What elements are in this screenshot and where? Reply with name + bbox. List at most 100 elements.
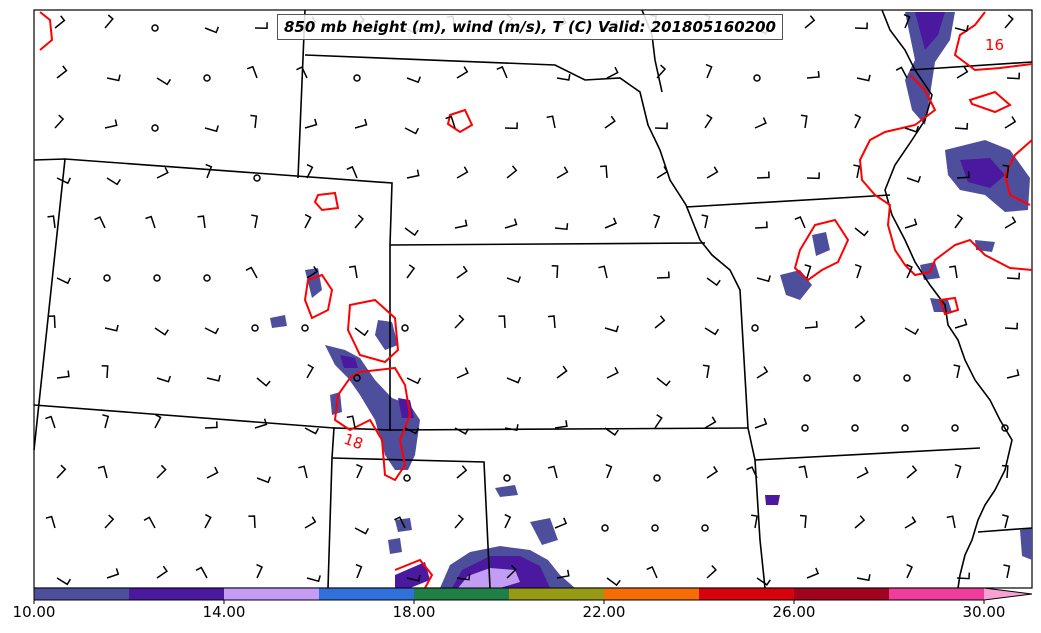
wind-barb xyxy=(296,66,308,79)
wind-barb xyxy=(56,464,67,479)
wind-barb xyxy=(854,227,869,237)
colorbar-outline xyxy=(33,587,1033,601)
wind-barb xyxy=(556,166,569,179)
calm-wind-marker xyxy=(801,424,809,432)
wind-barb xyxy=(754,221,768,229)
wind-barb xyxy=(356,463,363,479)
wind-barb xyxy=(656,377,671,387)
wind-barb xyxy=(206,374,221,382)
wind-barb xyxy=(304,118,318,129)
wind-barb xyxy=(406,76,422,84)
wind-barb xyxy=(456,465,468,479)
wind-barb xyxy=(598,265,608,279)
wind-barb xyxy=(954,122,969,130)
wind-barb xyxy=(445,115,456,129)
calm-wind-marker xyxy=(653,474,661,482)
wind-barb xyxy=(605,463,613,479)
wind-barb xyxy=(404,227,419,237)
colorbar-segment xyxy=(794,588,890,600)
wind-barb xyxy=(506,165,518,179)
calm-wind-marker xyxy=(353,74,361,82)
wind-barb xyxy=(56,370,70,379)
wind-barb xyxy=(702,364,710,379)
wind-barb xyxy=(756,275,771,283)
wind-barb xyxy=(145,215,156,229)
wind-barb xyxy=(54,114,65,129)
calm-wind-marker xyxy=(951,424,959,432)
wind-barb xyxy=(204,421,218,429)
calm-wind-marker xyxy=(601,524,609,532)
calm-wind-marker xyxy=(751,324,759,332)
wind-barb xyxy=(346,165,358,179)
wind-barb xyxy=(348,265,358,279)
wind-barb xyxy=(454,314,465,329)
wind-barb xyxy=(504,513,512,529)
wind-barb xyxy=(104,324,119,332)
wind-barb xyxy=(454,427,470,435)
wind-barb xyxy=(106,568,120,579)
calm-wind-marker xyxy=(203,274,211,282)
calm-wind-marker xyxy=(353,374,361,382)
wind-barb xyxy=(949,265,958,279)
wind-barb xyxy=(1002,164,1010,179)
wind-barb xyxy=(606,577,621,587)
wind-barb xyxy=(204,125,219,133)
colorbar-segment xyxy=(414,588,510,600)
wind-barb xyxy=(406,264,416,279)
calm-wind-marker xyxy=(151,124,159,132)
wind-barb xyxy=(854,263,862,279)
wind-barb xyxy=(706,277,721,287)
colorbar-tick-5: 26.00 xyxy=(772,603,816,621)
wind-barb xyxy=(154,327,169,336)
wind-barb xyxy=(954,25,969,32)
wind-barb xyxy=(854,113,862,129)
wind-barb xyxy=(904,218,918,229)
colorbar-segment xyxy=(34,588,130,600)
wind-barb xyxy=(853,164,861,179)
wind-barb xyxy=(751,514,758,529)
calm-wind-marker xyxy=(151,24,159,32)
wind-barb xyxy=(798,465,808,479)
wind-barb xyxy=(304,213,312,229)
wind-barb xyxy=(156,464,167,479)
wind-barb xyxy=(355,563,363,579)
wind-barb xyxy=(156,375,172,383)
wind-barb xyxy=(1003,564,1011,579)
wind-barb xyxy=(94,216,106,229)
wind-barb xyxy=(97,465,108,479)
wind-barb xyxy=(354,327,369,337)
contour-label-16: 16 xyxy=(985,36,1004,54)
wind-barb xyxy=(456,166,469,179)
wind-barb xyxy=(56,177,72,185)
wind-barb xyxy=(498,315,506,329)
wind-barb xyxy=(806,70,820,79)
wind-barb xyxy=(654,122,668,130)
wind-barb xyxy=(504,218,518,229)
wind-barb xyxy=(304,427,320,435)
wind-barb xyxy=(195,566,208,579)
wind-barb xyxy=(701,214,709,229)
wind-barb xyxy=(104,119,118,129)
wind-barb xyxy=(1006,272,1021,280)
wind-barb xyxy=(554,517,568,529)
calm-wind-marker xyxy=(203,74,211,82)
wind-barb xyxy=(306,163,314,179)
wind-barb xyxy=(354,214,364,229)
calm-wind-marker xyxy=(901,424,909,432)
wind-barb xyxy=(704,327,720,336)
wind-barb xyxy=(906,465,918,479)
wind-barb xyxy=(794,216,806,229)
wind-barb xyxy=(604,427,619,436)
calm-wind-marker xyxy=(651,524,659,532)
calm-wind-marker xyxy=(503,474,511,482)
wind-barb xyxy=(554,223,569,231)
wind-barb xyxy=(856,574,871,582)
state-boundaries xyxy=(33,9,1033,589)
colorbar-segment xyxy=(319,588,415,600)
wind-barb xyxy=(156,565,168,579)
wind-barb xyxy=(250,114,258,129)
wind-barb xyxy=(804,15,816,29)
colorbar-segment xyxy=(509,588,605,600)
wind-barb xyxy=(204,327,220,335)
